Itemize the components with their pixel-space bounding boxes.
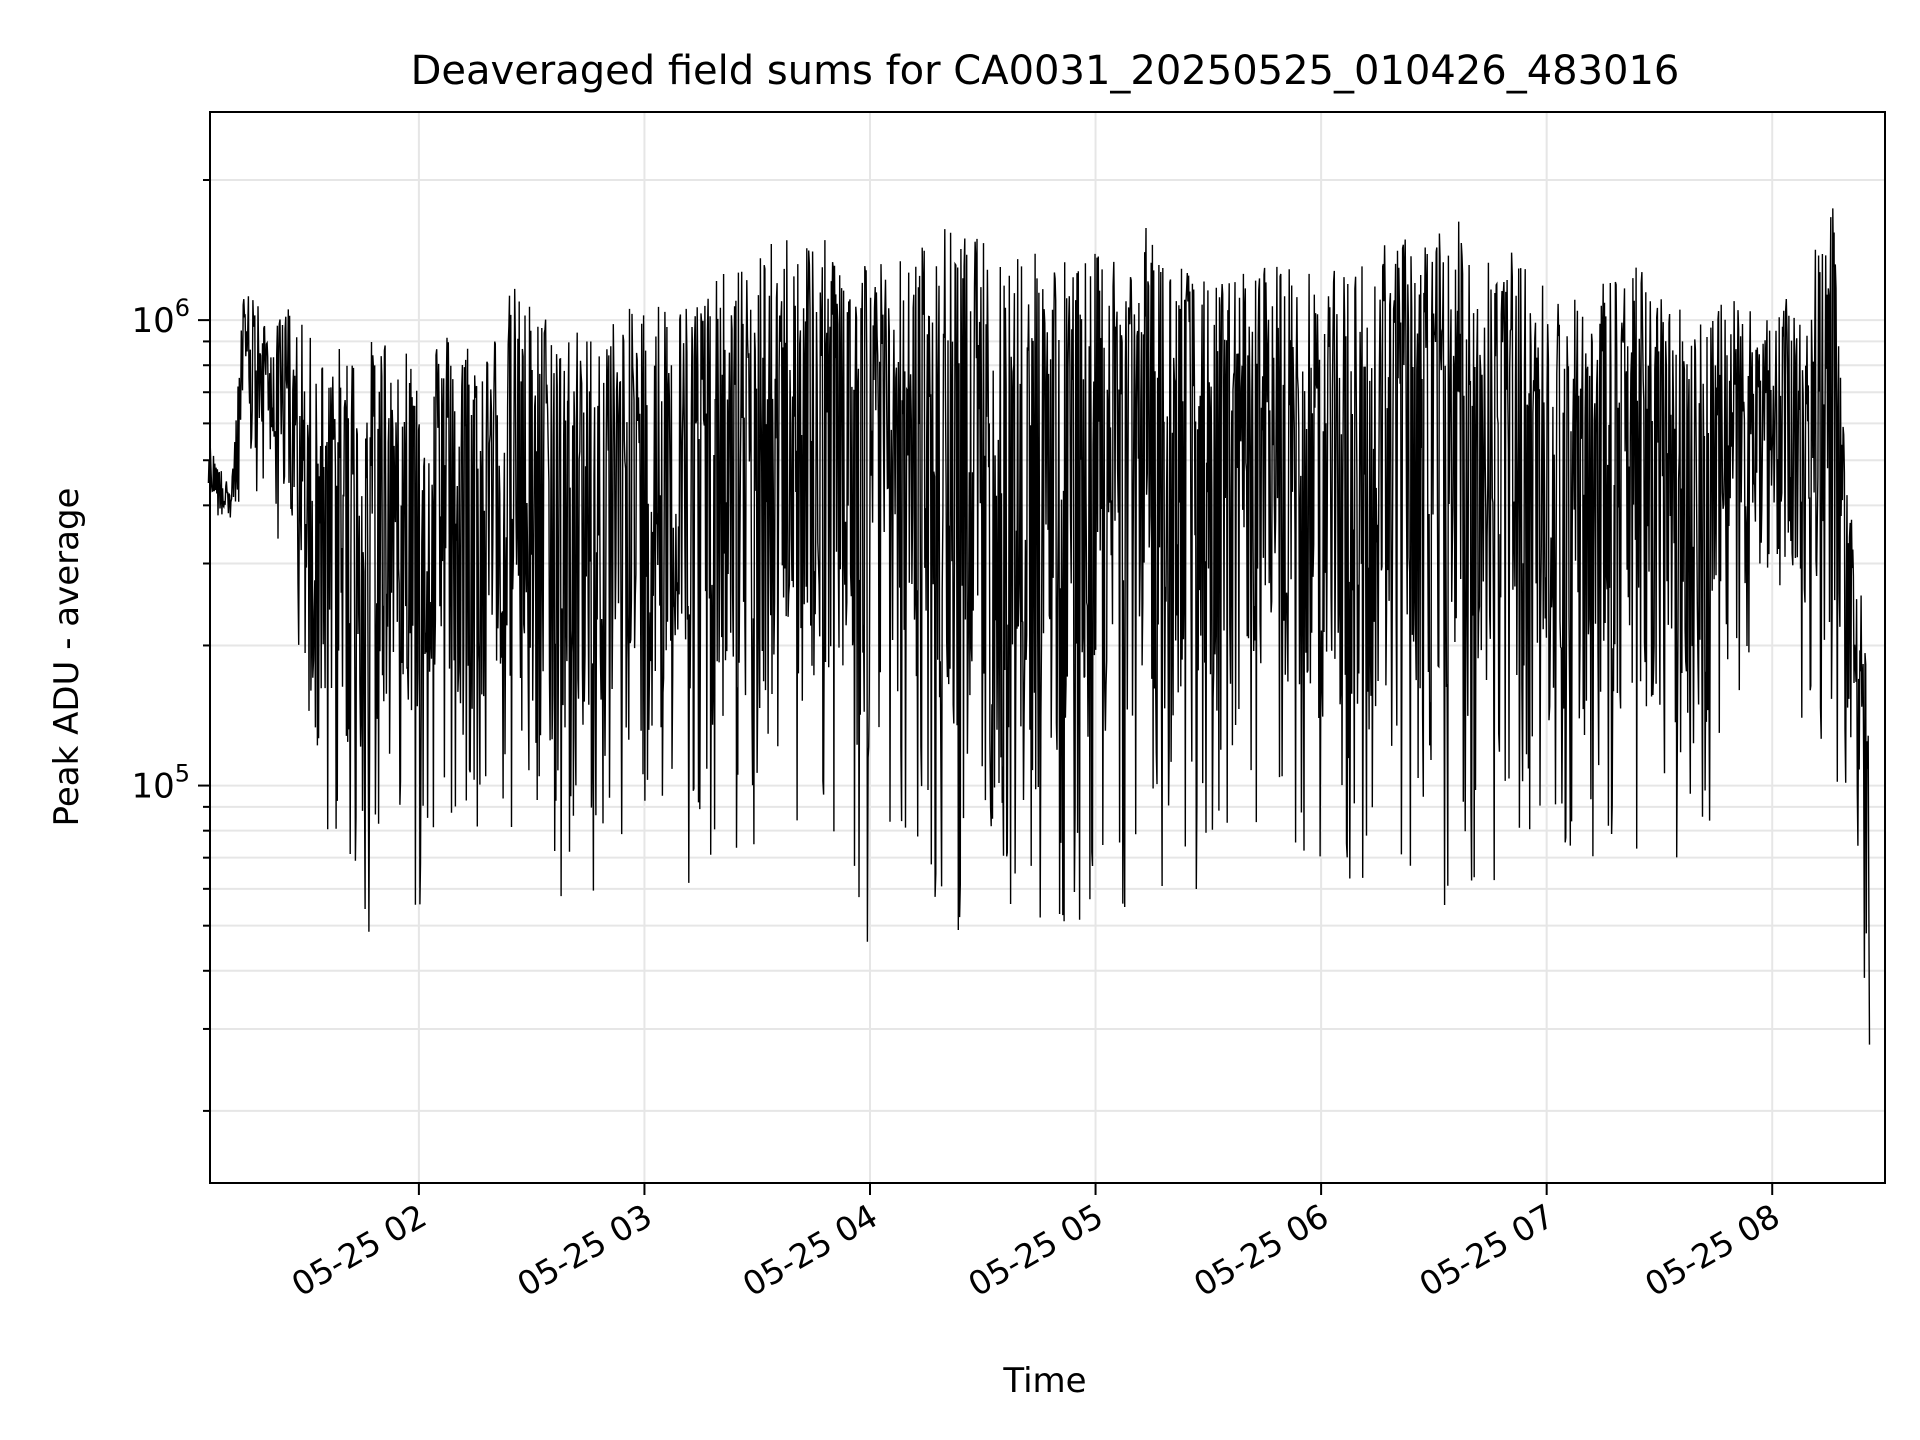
x-axis-label: Time	[1002, 1361, 1086, 1401]
y-axis-ticks: 105 106	[131, 179, 210, 1112]
series-line	[207, 208, 1871, 1045]
y-tick-label: 105	[131, 760, 190, 807]
plot-frame	[209, 111, 1886, 1184]
y-tick-label: 106	[131, 294, 190, 341]
data-series	[207, 208, 1871, 1045]
y-axis-label: Peak ADU - average	[47, 488, 87, 827]
chart-title: Deaveraged field sums for CA0031_2025052…	[411, 48, 1680, 94]
